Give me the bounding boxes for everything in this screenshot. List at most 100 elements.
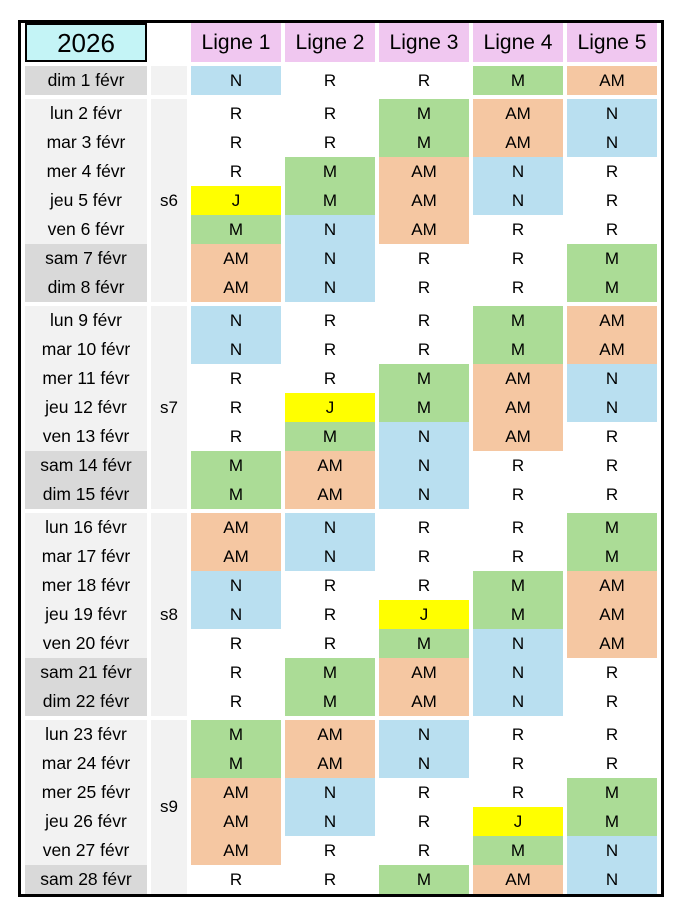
- shift-cell[interactable]: M: [473, 571, 563, 600]
- shift-cell[interactable]: R: [379, 836, 469, 865]
- shift-cell[interactable]: R: [567, 451, 657, 480]
- shift-cell[interactable]: J: [473, 807, 563, 836]
- shift-cell[interactable]: M: [379, 865, 469, 894]
- shift-cell[interactable]: R: [191, 687, 281, 716]
- shift-cell[interactable]: AM: [473, 422, 563, 451]
- shift-cell[interactable]: N: [285, 215, 375, 244]
- shift-cell[interactable]: R: [379, 807, 469, 836]
- shift-cell[interactable]: N: [285, 509, 375, 542]
- shift-cell[interactable]: M: [285, 658, 375, 687]
- shift-cell[interactable]: R: [473, 749, 563, 778]
- shift-cell[interactable]: R: [285, 629, 375, 658]
- shift-cell[interactable]: AM: [473, 128, 563, 157]
- shift-cell[interactable]: N: [285, 542, 375, 571]
- shift-cell[interactable]: N: [191, 62, 281, 95]
- shift-cell[interactable]: R: [567, 422, 657, 451]
- shift-cell[interactable]: R: [473, 215, 563, 244]
- shift-cell[interactable]: M: [567, 807, 657, 836]
- shift-cell[interactable]: M: [285, 422, 375, 451]
- shift-cell[interactable]: R: [379, 509, 469, 542]
- shift-cell[interactable]: AM: [379, 687, 469, 716]
- shift-cell[interactable]: N: [379, 451, 469, 480]
- shift-cell[interactable]: N: [567, 95, 657, 128]
- shift-cell[interactable]: R: [285, 865, 375, 894]
- shift-cell[interactable]: N: [191, 600, 281, 629]
- shift-cell[interactable]: AM: [191, 244, 281, 273]
- shift-cell[interactable]: AM: [191, 509, 281, 542]
- shift-cell[interactable]: AM: [567, 600, 657, 629]
- shift-cell[interactable]: AM: [473, 393, 563, 422]
- shift-cell[interactable]: R: [379, 302, 469, 335]
- shift-cell[interactable]: AM: [191, 542, 281, 571]
- shift-cell[interactable]: M: [191, 716, 281, 749]
- shift-cell[interactable]: N: [285, 778, 375, 807]
- shift-cell[interactable]: N: [473, 157, 563, 186]
- shift-cell[interactable]: N: [567, 865, 657, 894]
- shift-cell[interactable]: AM: [285, 716, 375, 749]
- shift-cell[interactable]: AM: [191, 778, 281, 807]
- shift-cell[interactable]: N: [473, 629, 563, 658]
- shift-cell[interactable]: R: [285, 571, 375, 600]
- shift-cell[interactable]: M: [567, 273, 657, 302]
- shift-cell[interactable]: M: [379, 364, 469, 393]
- shift-cell[interactable]: AM: [191, 836, 281, 865]
- shift-cell[interactable]: M: [567, 542, 657, 571]
- shift-cell[interactable]: AM: [285, 451, 375, 480]
- shift-cell[interactable]: N: [379, 749, 469, 778]
- shift-cell[interactable]: AM: [567, 62, 657, 95]
- shift-cell[interactable]: N: [285, 807, 375, 836]
- shift-cell[interactable]: M: [191, 215, 281, 244]
- shift-cell[interactable]: R: [379, 273, 469, 302]
- shift-cell[interactable]: R: [379, 335, 469, 364]
- shift-cell[interactable]: N: [285, 244, 375, 273]
- shift-cell[interactable]: R: [285, 302, 375, 335]
- shift-cell[interactable]: N: [473, 186, 563, 215]
- shift-cell[interactable]: R: [191, 128, 281, 157]
- shift-cell[interactable]: M: [191, 451, 281, 480]
- shift-cell[interactable]: R: [567, 186, 657, 215]
- shift-cell[interactable]: N: [567, 364, 657, 393]
- shift-cell[interactable]: N: [473, 658, 563, 687]
- shift-cell[interactable]: M: [567, 509, 657, 542]
- shift-cell[interactable]: AM: [191, 273, 281, 302]
- shift-cell[interactable]: R: [191, 658, 281, 687]
- shift-cell[interactable]: AM: [285, 480, 375, 509]
- shift-cell[interactable]: R: [191, 865, 281, 894]
- shift-cell[interactable]: N: [473, 687, 563, 716]
- shift-cell[interactable]: N: [191, 302, 281, 335]
- shift-cell[interactable]: R: [285, 335, 375, 364]
- shift-cell[interactable]: R: [191, 95, 281, 128]
- shift-cell[interactable]: AM: [473, 364, 563, 393]
- shift-cell[interactable]: R: [473, 244, 563, 273]
- shift-cell[interactable]: N: [567, 836, 657, 865]
- shift-cell[interactable]: N: [191, 335, 281, 364]
- shift-cell[interactable]: AM: [379, 215, 469, 244]
- shift-cell[interactable]: J: [285, 393, 375, 422]
- shift-cell[interactable]: R: [567, 749, 657, 778]
- shift-cell[interactable]: R: [473, 542, 563, 571]
- shift-cell[interactable]: AM: [191, 807, 281, 836]
- shift-cell[interactable]: R: [379, 62, 469, 95]
- shift-cell[interactable]: M: [473, 62, 563, 95]
- shift-cell[interactable]: R: [285, 62, 375, 95]
- shift-cell[interactable]: R: [379, 571, 469, 600]
- shift-cell[interactable]: M: [379, 629, 469, 658]
- shift-cell[interactable]: N: [285, 273, 375, 302]
- shift-cell[interactable]: N: [191, 571, 281, 600]
- shift-cell[interactable]: M: [285, 186, 375, 215]
- shift-cell[interactable]: R: [473, 451, 563, 480]
- shift-cell[interactable]: M: [191, 480, 281, 509]
- shift-cell[interactable]: M: [379, 128, 469, 157]
- shift-cell[interactable]: M: [191, 749, 281, 778]
- shift-cell[interactable]: N: [567, 128, 657, 157]
- shift-cell[interactable]: R: [567, 215, 657, 244]
- shift-cell[interactable]: R: [473, 273, 563, 302]
- shift-cell[interactable]: M: [567, 778, 657, 807]
- shift-cell[interactable]: R: [473, 778, 563, 807]
- shift-cell[interactable]: AM: [379, 658, 469, 687]
- shift-cell[interactable]: N: [379, 716, 469, 749]
- shift-cell[interactable]: R: [567, 687, 657, 716]
- shift-cell[interactable]: AM: [567, 302, 657, 335]
- shift-cell[interactable]: N: [379, 422, 469, 451]
- shift-cell[interactable]: M: [285, 157, 375, 186]
